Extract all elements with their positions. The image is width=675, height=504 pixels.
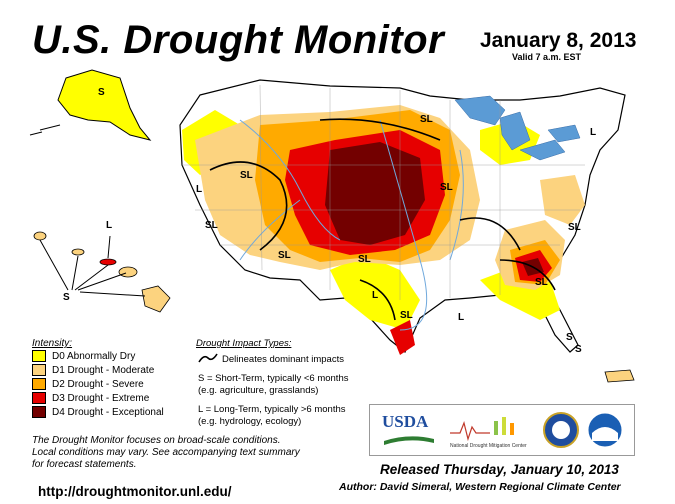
d1-region-east [540,175,585,225]
ndmc-logo-icon [450,417,514,441]
usda-logo: USDA [382,412,429,431]
legend-item-d0: D0 Abnormally Dry [32,350,135,362]
hawaii-maui [118,266,138,278]
label-sl-great-lakes: SL [420,114,433,125]
focus-note-line-2: Local conditions may vary. See accompany… [32,447,300,458]
legend-label-d2: D2 Drought - Severe [52,378,144,390]
label-sl-california: SL [205,220,218,231]
legend-item-d1: D1 Drought - Moderate [32,364,154,376]
impact-boundaries [209,118,556,321]
impact-short-term: S = Short-Term, typically <6 months [198,373,349,384]
legend-label-d3: D3 Drought - Extreme [52,392,150,404]
ndmc-label: National Drought Mitigation Center [450,443,527,449]
hawaii-big-island [141,285,171,313]
label-s-florida: S [566,332,573,343]
hawaii-molokai [99,258,117,266]
label-sl-texas: SL [358,254,371,265]
label-sl-southeast: SL [535,277,548,288]
impact-long-term: L = Long-Term, typically >6 months [198,404,346,415]
released-date: Released Thursday, January 10, 2013 [380,462,619,477]
label-l-gulf: L [458,312,464,323]
hawaii-oahu [71,248,85,256]
label-hawaii-l: L [106,220,112,231]
noaa-logo-icon [587,412,623,448]
usda-swoosh-icon [384,436,434,445]
d0-region-texas [330,255,420,330]
site-url[interactable]: http://droughtmonitor.unl.edu/ [38,484,232,499]
puerto-rico [604,369,635,383]
legend-title: Intensity: [32,338,73,349]
author-credit: Author: David Simeral, Western Regional … [339,481,621,493]
legend-item-d3: D3 Drought - Extreme [32,392,149,404]
impact-title: Drought Impact Types: [196,338,292,349]
label-sl-southwest: SL [278,250,291,261]
label-sl-northwest: SL [240,170,253,181]
hawaii-leaders [39,235,146,297]
focus-note: The Drought Monitor focuses on broad-sca… [32,435,372,471]
legend-swatch-d2 [32,378,46,390]
alaska-aleutians [29,124,61,136]
label-sl-gulf: SL [400,310,413,321]
legend-item-d4: D4 Drought - Exceptional [32,406,164,418]
state-lines [182,84,585,300]
agency-logos: USDA National Drought Mitigation Center [369,404,635,456]
legend-label-d0: D0 Abnormally Dry [52,350,136,362]
label-sl-midwest: SL [440,182,453,193]
label-l-west: L [196,184,202,195]
impact-short-term-example: (e.g. agriculture, grasslands) [198,385,319,396]
label-s-puerto-rico: S [575,344,582,355]
commerce-seal-icon [543,412,579,448]
map-title: U.S. Drought Monitor [32,18,445,62]
focus-note-line-3: for forecast statements. [32,459,137,470]
impact-line-icon [198,353,218,363]
impact-long-term-example: (e.g. hydrology, ecology) [198,416,302,427]
label-hawaii-s: S [63,292,70,303]
legend-swatch-d4 [32,406,46,418]
legend-swatch-d3 [32,392,46,404]
legend-item-d2: D2 Drought - Severe [32,378,144,390]
alaska [57,69,152,141]
legend-label-d1: D1 Drought - Moderate [52,364,155,376]
map-date: January 8, 2013 [480,29,637,52]
label-sl-east: SL [568,222,581,233]
focus-note-line-1: The Drought Monitor focuses on broad-sca… [32,435,281,446]
label-l-texas: L [372,290,378,301]
rivers [239,119,464,331]
hawaii-kauai [33,231,47,241]
legend-swatch-d0 [32,350,46,362]
label-alaska-s: S [98,87,105,98]
impact-delineates: Delineates dominant impacts [222,354,344,365]
legend-label-d4: D4 Drought - Exceptional [52,406,164,418]
valid-time: Valid 7 a.m. EST [512,52,582,62]
legend-swatch-d1 [32,364,46,376]
label-l-northeast: L [590,127,596,138]
